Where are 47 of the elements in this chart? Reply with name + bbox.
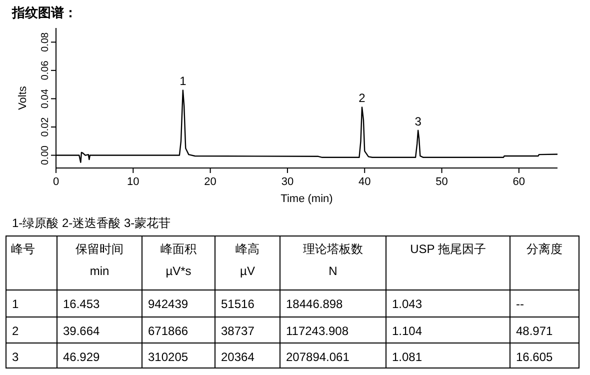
- text: 46.929: [63, 350, 100, 364]
- y-tick-label: 0.04: [40, 88, 51, 108]
- annotation: 3: [414, 114, 422, 128]
- category-label: 保留时间 min: [76, 242, 124, 278]
- category-label: 分离度: [526, 242, 562, 256]
- text: 16.605: [516, 350, 553, 364]
- text: 1.081: [392, 350, 422, 364]
- text: 2: [12, 324, 19, 338]
- text: 310205: [148, 350, 188, 364]
- x-axis-title: Time (min): [280, 193, 333, 205]
- category-label: 峰号: [11, 242, 35, 256]
- y-tick-label: 0.06: [40, 60, 51, 80]
- y-tick-label: 0.08: [40, 32, 51, 52]
- text: 48.971: [516, 324, 553, 338]
- text: 38737: [221, 324, 254, 338]
- category-label: USP 拖尾因子: [410, 242, 486, 256]
- text: 3: [12, 350, 19, 364]
- text: 16.453: [63, 297, 100, 311]
- chart-title: 指纹图谱：: [11, 5, 77, 20]
- x-tick-label: 0: [52, 176, 60, 188]
- text: 20364: [221, 350, 254, 364]
- text: 1.104: [392, 324, 422, 338]
- text: 671866: [148, 324, 188, 338]
- category-label: 峰高 µV: [236, 242, 260, 278]
- category-label: 峰面积 µV*s: [160, 242, 196, 278]
- annotation: 1: [180, 74, 187, 88]
- x-tick-label: 40: [358, 176, 371, 188]
- text: 1: [12, 297, 19, 311]
- x-tick-label: 60: [512, 176, 526, 188]
- x-tick-label: 50: [436, 176, 448, 188]
- y-axis-title: Volts: [17, 86, 29, 110]
- text: --: [516, 297, 524, 311]
- annotation: 2: [358, 91, 366, 106]
- x-tick-label: 20: [204, 176, 216, 188]
- text: 207894.061: [286, 350, 350, 364]
- y-tick-label: 0.00: [40, 145, 51, 166]
- text: 39.664: [63, 324, 100, 338]
- category-label: 理论塔板数 N: [303, 242, 363, 278]
- text: 18446.898: [286, 297, 343, 311]
- x-tick-label: 30: [281, 176, 294, 188]
- y-tick-label: 0.02: [40, 116, 51, 137]
- text: 1-绿原酸 2-迷迭香酸 3-蒙花苷: [12, 216, 171, 230]
- text: 51516: [221, 297, 254, 311]
- x-tick-label: 10: [127, 176, 140, 188]
- text: 1.043: [392, 297, 422, 311]
- text: 117243.908: [286, 324, 349, 338]
- text: 942439: [148, 297, 188, 311]
